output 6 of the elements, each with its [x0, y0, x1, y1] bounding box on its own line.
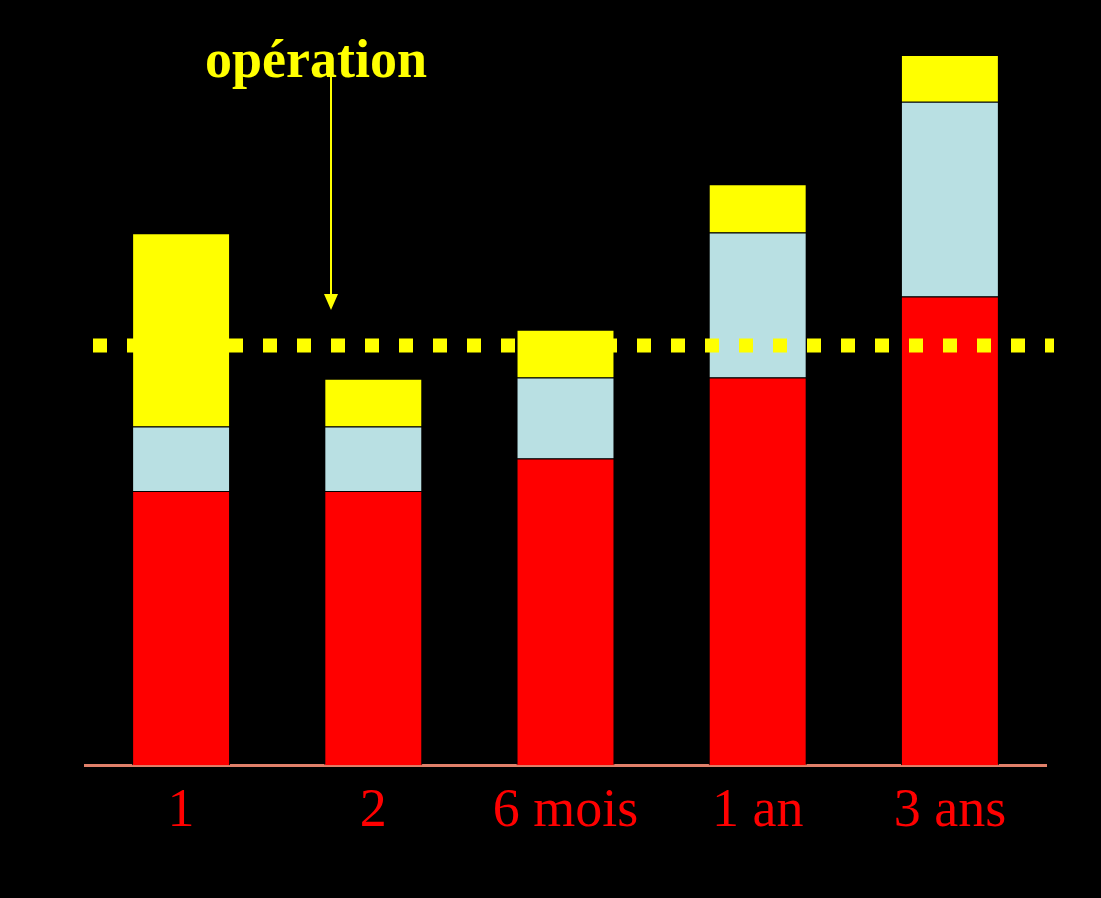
x-tick-label: 3 ans [893, 777, 1007, 838]
x-tick-label: 2 [359, 777, 387, 838]
annotation: opération [205, 28, 427, 90]
x-tick-label: 1 [167, 777, 195, 838]
x-tick-label: 6 mois [492, 777, 639, 838]
x-tick-label: 1 an [711, 777, 804, 838]
